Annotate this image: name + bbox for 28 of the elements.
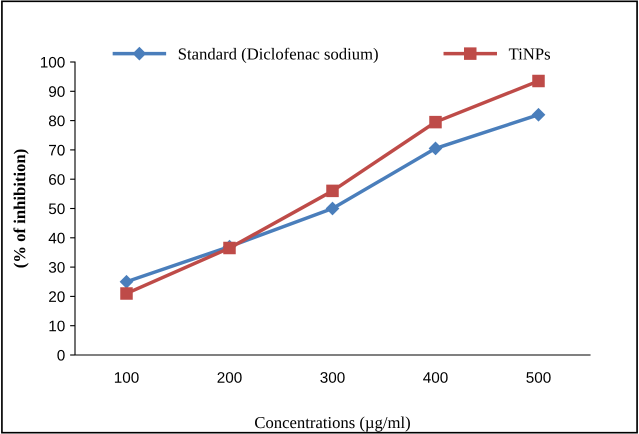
- y-tick-label: 70: [49, 144, 65, 156]
- legend-label: Standard (Diclofenac sodium): [178, 48, 378, 63]
- x-tick-label: 200: [218, 372, 242, 383]
- y-tick-label: 40: [48, 232, 65, 244]
- x-axis-title: Concentrations (µg/ml): [255, 416, 410, 432]
- y-tick-label: 20: [49, 291, 65, 302]
- point: [428, 142, 442, 156]
- y-tick-label: 0: [57, 350, 65, 361]
- y-tick-label: 60: [49, 174, 65, 185]
- point: [326, 184, 339, 198]
- x-tick-label: 400: [423, 372, 448, 383]
- x-tick-label: 300: [320, 372, 345, 383]
- legend-label: TiNPs: [508, 48, 550, 60]
- y-tick-label: 10: [49, 320, 65, 332]
- point: [326, 202, 340, 216]
- y-tick-label: 30: [48, 262, 65, 273]
- x-tick-label: 500: [526, 372, 551, 383]
- point: [532, 108, 546, 122]
- y-tick-label: 100: [40, 56, 65, 68]
- point: [120, 275, 134, 288]
- y-tick-label: 50: [48, 203, 65, 214]
- y-tick-label: 80: [48, 115, 65, 126]
- x-tick-label: 100: [114, 372, 139, 383]
- point: [429, 116, 442, 128]
- point: [120, 287, 133, 300]
- y-axis-title: (% of inhibition): [13, 149, 29, 268]
- point: [532, 74, 545, 88]
- y-tick-label: 90: [49, 86, 65, 97]
